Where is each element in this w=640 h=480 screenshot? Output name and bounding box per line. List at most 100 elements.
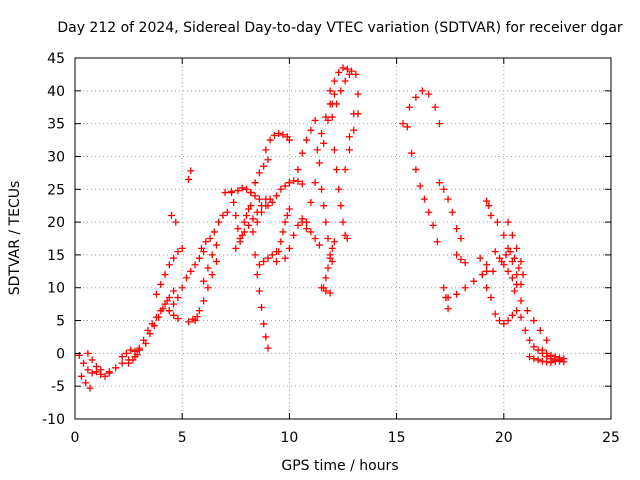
data-point <box>255 287 263 295</box>
data-point <box>279 131 287 139</box>
data-point <box>234 187 242 195</box>
data-point <box>170 287 178 295</box>
series-arc03 <box>84 349 105 374</box>
data-point <box>543 349 551 357</box>
data-point <box>260 257 268 265</box>
data-point <box>97 366 105 374</box>
series-arc31 <box>294 116 319 174</box>
data-point <box>236 235 244 242</box>
data-point <box>547 359 555 367</box>
data-point <box>264 156 272 164</box>
data-point <box>343 65 351 73</box>
data-point <box>502 251 510 259</box>
series-arc36 <box>320 238 338 292</box>
data-point <box>294 166 302 174</box>
data-point <box>517 257 525 265</box>
data-point <box>125 359 133 367</box>
series-arc14 <box>185 313 201 326</box>
data-point <box>345 146 353 154</box>
data-point <box>485 202 493 210</box>
data-point <box>129 356 137 364</box>
data-point <box>170 254 178 262</box>
series-arc46 <box>453 251 469 267</box>
data-point <box>326 254 334 262</box>
data-point <box>260 320 268 328</box>
data-point <box>170 300 178 308</box>
series-arc60 <box>538 346 568 363</box>
data-point <box>118 359 126 367</box>
data-point <box>191 261 199 269</box>
data-point <box>82 379 90 387</box>
x-tick-label: 5 <box>178 430 187 446</box>
data-point <box>285 136 293 144</box>
series-arc19 <box>228 189 255 246</box>
data-point <box>122 349 130 357</box>
data-point <box>146 330 154 338</box>
data-point <box>551 353 559 361</box>
data-point <box>247 189 255 197</box>
data-point <box>526 353 534 361</box>
data-point <box>247 202 255 210</box>
series-arc42 <box>399 120 411 131</box>
data-point <box>253 271 261 279</box>
data-point <box>500 231 508 239</box>
data-point <box>431 103 439 111</box>
data-point <box>105 368 113 376</box>
data-point <box>433 238 441 246</box>
data-point <box>315 241 323 249</box>
data-point <box>232 212 240 220</box>
data-point <box>307 228 315 236</box>
series-arc34 <box>318 185 336 265</box>
data-point <box>303 225 311 233</box>
series-arc48 <box>444 267 491 302</box>
data-point <box>157 280 165 288</box>
series-arc23 <box>262 129 293 154</box>
data-point <box>523 307 531 315</box>
data-point <box>526 336 534 344</box>
data-point <box>324 235 332 242</box>
data-point <box>315 159 323 167</box>
data-point <box>416 182 424 190</box>
data-point <box>318 129 326 137</box>
data-point <box>418 87 426 95</box>
data-point <box>197 244 205 252</box>
series-arc55 <box>504 218 525 265</box>
data-point <box>86 384 94 392</box>
data-point <box>543 358 551 366</box>
data-point <box>281 182 289 190</box>
data-point <box>324 264 332 272</box>
data-point <box>77 372 85 380</box>
data-point <box>483 197 491 205</box>
data-point <box>294 221 302 229</box>
data-point <box>243 212 251 220</box>
series-arc51 <box>483 197 493 210</box>
data-point <box>195 307 203 315</box>
x-tick-label: 0 <box>71 430 80 446</box>
data-point <box>253 218 261 226</box>
y-tick-label: 40 <box>47 84 65 100</box>
data-point <box>92 362 100 370</box>
data-point <box>243 185 251 193</box>
y-tick-label: 20 <box>47 215 65 231</box>
series-arc08 <box>142 297 171 348</box>
data-point <box>275 129 283 137</box>
data-point <box>517 297 525 305</box>
data-point <box>425 90 433 98</box>
data-point <box>290 177 298 185</box>
data-point <box>517 313 525 321</box>
data-point <box>521 326 529 334</box>
data-point <box>240 218 248 226</box>
data-point <box>142 340 150 348</box>
data-point <box>444 195 452 203</box>
data-point <box>260 162 268 170</box>
data-point <box>498 257 506 265</box>
y-tick-label: -10 <box>42 412 65 428</box>
data-point <box>275 248 283 256</box>
x-tick-labels: 0 5 10 15 20 25 <box>71 430 620 446</box>
data-point <box>491 248 499 256</box>
data-point <box>238 184 246 192</box>
data-point <box>266 136 274 144</box>
series-arc56 <box>491 307 521 328</box>
data-point <box>453 290 461 298</box>
data-point <box>440 284 448 292</box>
